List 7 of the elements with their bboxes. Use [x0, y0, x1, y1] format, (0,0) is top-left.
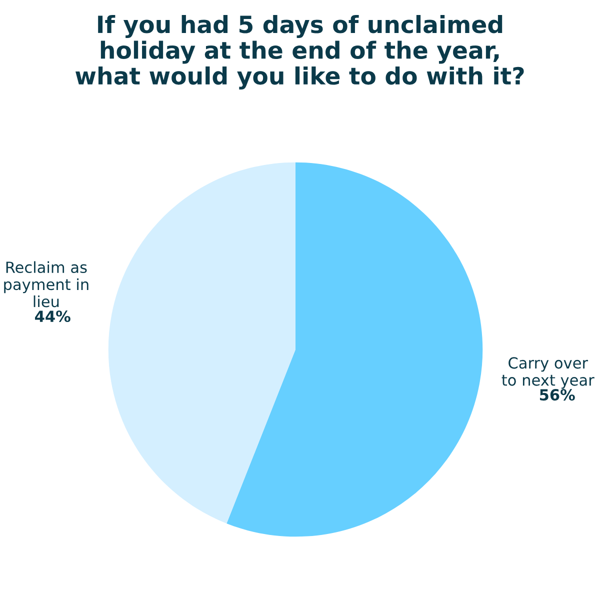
slice-label: Carry over to next year: [502, 357, 594, 389]
slice-label: Reclaim as payment in lieu: [4, 261, 88, 308]
pie-slice: [226, 162, 483, 537]
pie-slice: [108, 162, 296, 524]
data-label: 56%: [540, 389, 575, 401]
chart-title: If you had 5 days of unclaimed holiday at the end of the year, what would you like to do with it?: [76, 15, 524, 90]
data-label: 44%: [35, 310, 70, 322]
